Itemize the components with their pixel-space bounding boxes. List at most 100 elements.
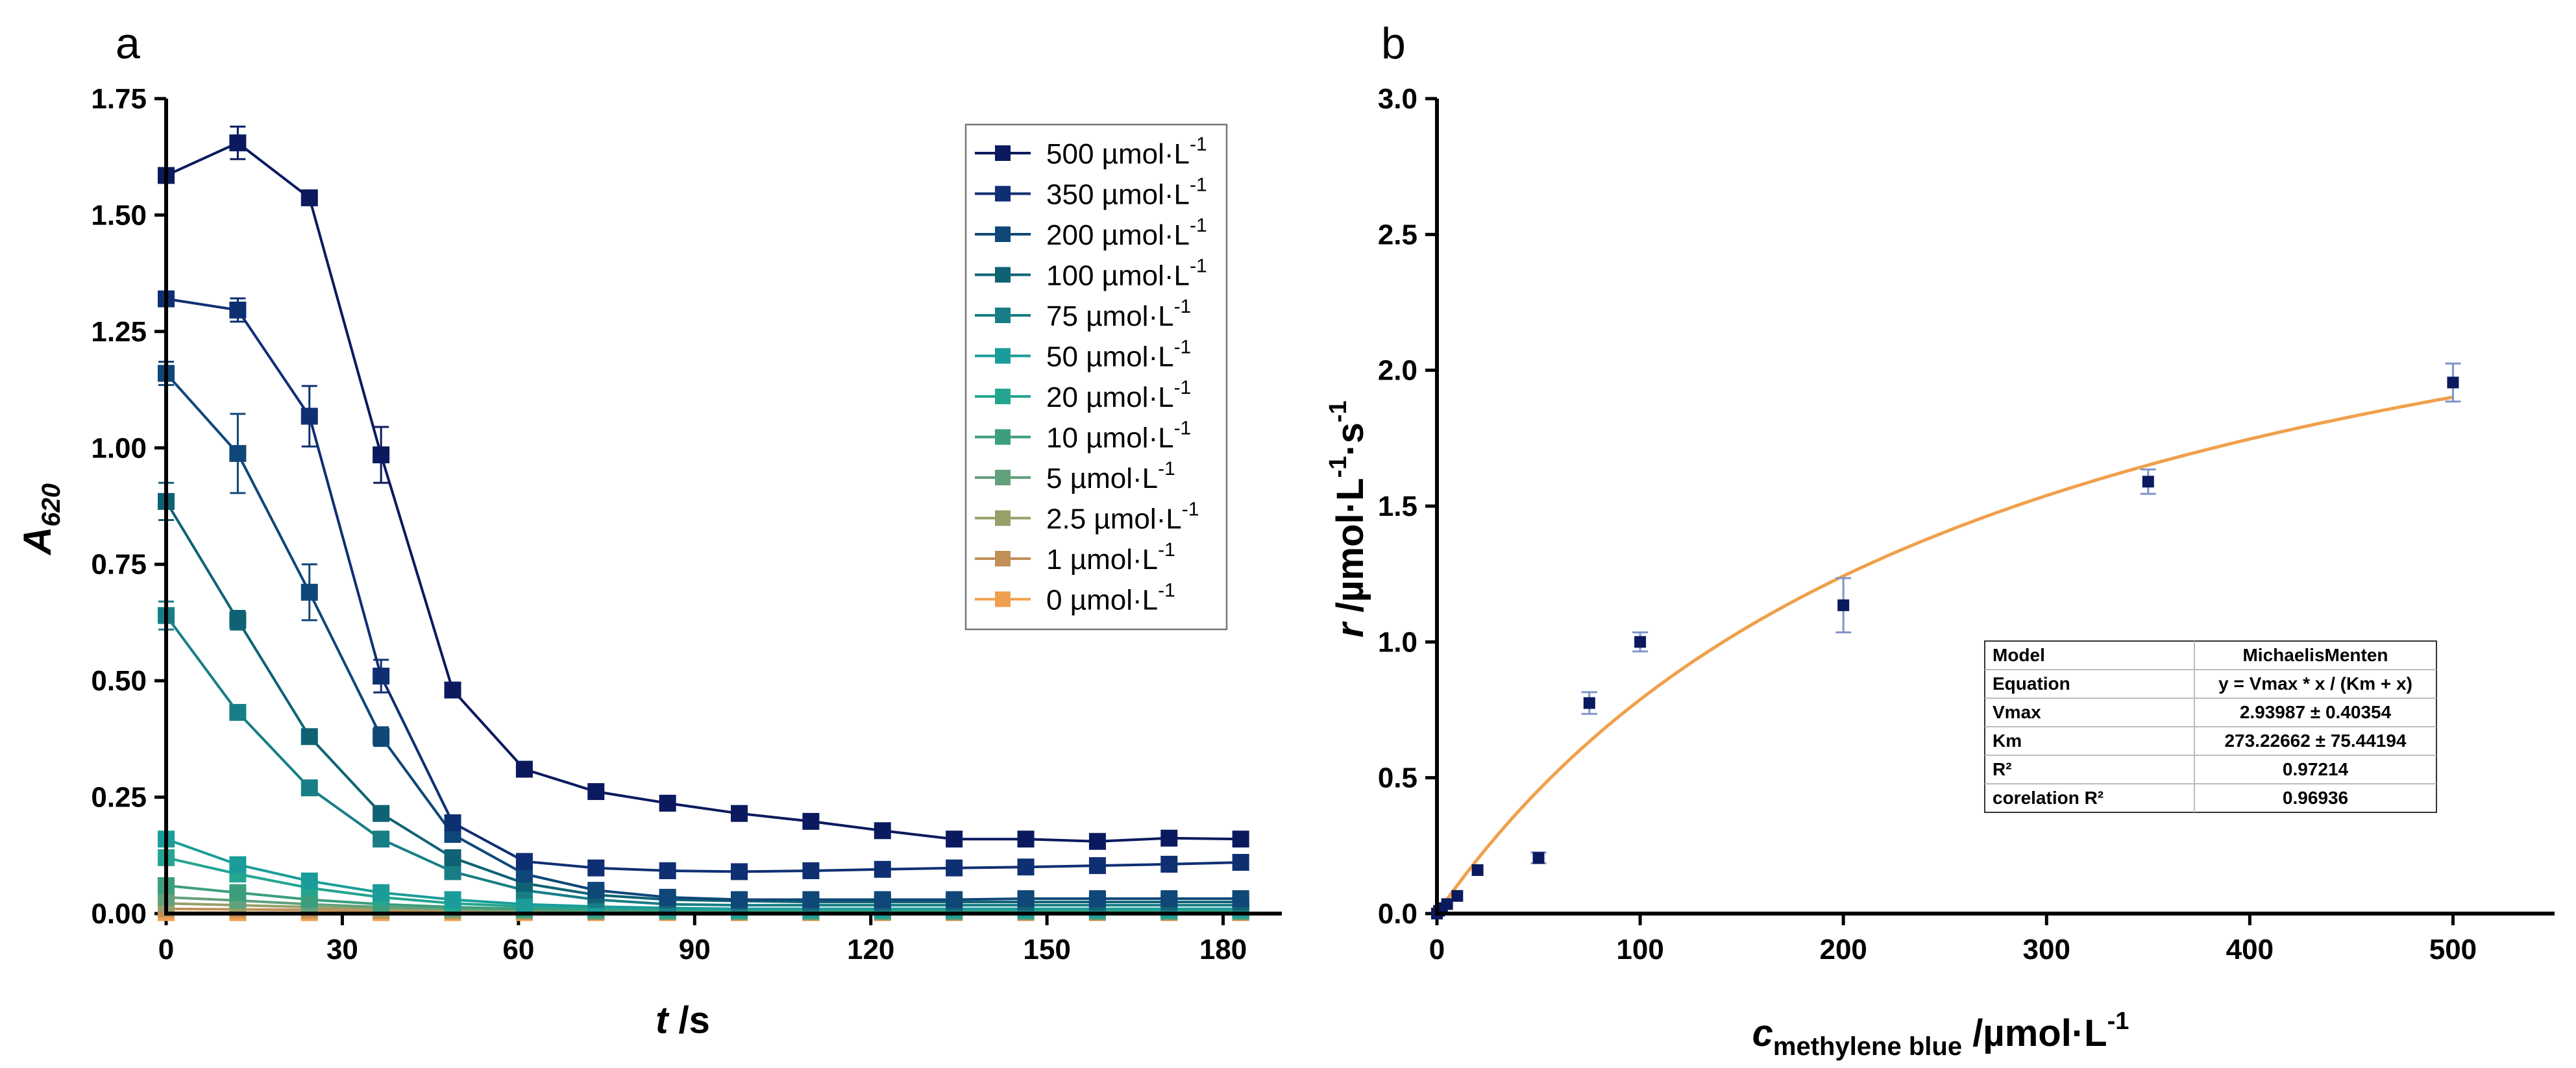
data-point (1088, 832, 1106, 850)
series-200 (158, 361, 1249, 908)
legend-entry: 100 µmol·L-1 (975, 256, 1207, 292)
panel-a-x-label: t /s (656, 999, 710, 1041)
a-x-tick-label: 60 (502, 934, 534, 965)
data-point (1471, 864, 1484, 877)
b-y-tick-label: 2.0 (1378, 355, 1417, 387)
legend-entry: 2.5 µmol·L-1 (975, 499, 1199, 535)
panel-b-points (1431, 362, 2461, 919)
data-point (587, 859, 605, 877)
data-point (1160, 829, 1178, 847)
table-cell-value: 0.96936 (2283, 788, 2348, 808)
data-point (301, 728, 318, 746)
data-point (1017, 831, 1035, 848)
legend-entry: 200 µmol·L-1 (975, 215, 1207, 251)
data-point (373, 728, 390, 746)
legend-value: 75 (1046, 300, 1078, 332)
legend-marker (995, 389, 1011, 404)
legend-superscript: -1 (1190, 215, 1207, 236)
data-point (373, 446, 390, 464)
table-cell-key: Model (1993, 645, 2045, 665)
legend-unit (1086, 504, 1094, 535)
legend-marker (995, 551, 1011, 566)
data-point (444, 814, 461, 832)
a-y-tick-label: 0.75 (91, 549, 147, 581)
data-point (373, 831, 390, 848)
legend-marker (995, 510, 1011, 526)
table-cell-value: MichaelisMenten (2242, 645, 2388, 665)
legend-superscript: -1 (1190, 134, 1207, 155)
legend-value: 100 (1046, 260, 1094, 292)
legend-entry: 1 µmol·L-1 (975, 539, 1175, 576)
legend-label: 1 µmol·L-1 (1046, 539, 1175, 576)
legend-unit-text: µmol·L (1070, 463, 1158, 494)
b-x-tick-label: 300 (2023, 934, 2070, 965)
legend-superscript: -1 (1158, 539, 1175, 561)
data-point (2142, 476, 2154, 488)
legend-value: 2.5 (1046, 504, 1086, 535)
data-point (1160, 890, 1178, 908)
data-point (229, 444, 247, 462)
panel-a-chart: 0 30 60 90 120 150 1800.000.250.500.751.001.25… (16, 83, 1282, 1041)
legend-label: 10 µmol·L-1 (1046, 418, 1191, 454)
legend-superscript: -1 (1158, 580, 1175, 601)
a-x-tick-label: 0 (158, 934, 174, 965)
data-point (731, 891, 748, 908)
legend-entry: 500 µmol·L-1 (975, 134, 1207, 170)
legend-superscript: -1 (1174, 337, 1192, 358)
legend-label: 75 µmol·L-1 (1046, 296, 1191, 332)
legend-unit (1062, 585, 1070, 616)
b-y-tick-label: 1.0 (1378, 626, 1417, 658)
legend-unit-text: µmol·L (1102, 219, 1190, 251)
legend-marker (995, 591, 1011, 607)
legend-value: 10 (1046, 422, 1078, 454)
legend-entry: 10 µmol·L-1 (975, 418, 1191, 454)
b-x-tick-label: 0 (1429, 934, 1445, 965)
legend-marker (995, 267, 1011, 283)
legend-entry: 350 µmol·L-1 (975, 175, 1207, 211)
panel-b-y-label: r /µmol·L-1·s-1 (1325, 400, 1371, 637)
data-point (229, 884, 247, 901)
legend-unit-text: µmol·L (1094, 504, 1181, 535)
legend-superscript: -1 (1190, 175, 1207, 196)
data-point (301, 779, 318, 797)
series-line (166, 297, 1241, 873)
series-line (166, 141, 1241, 843)
data-point (587, 783, 605, 800)
b-x-tick-label: 200 (1819, 934, 1867, 965)
data-point (874, 822, 891, 840)
legend-unit-text: µmol·L (1070, 585, 1158, 616)
legend-value: 5 (1046, 463, 1062, 494)
data-point (946, 891, 963, 908)
data-point (1017, 858, 1035, 876)
legend-value: 200 (1046, 219, 1094, 251)
legend-label: 20 µmol·L-1 (1046, 377, 1191, 413)
panel-b-ticks: 0 100 200 300 400 500 0.0 0.5 1.0 1.5 2.0 2.5 3.0 (1378, 83, 2477, 965)
data-point (2447, 376, 2459, 389)
data-point (802, 891, 820, 908)
legend-entry: 50 µmol·L-1 (975, 337, 1191, 373)
panel-a-label: a (116, 19, 140, 68)
data-point (1232, 854, 1249, 871)
series-line (165, 372, 1241, 901)
data-point (1441, 898, 1453, 910)
legend-superscript: -1 (1174, 418, 1192, 439)
legend-unit (1094, 138, 1101, 170)
data-point (1088, 857, 1106, 875)
legend-unit-text: µmol·L (1086, 341, 1173, 373)
panel-b-x-label: cmethylene blue /µmol·L-1 (1752, 1008, 2129, 1061)
legend-value: 0 (1046, 585, 1062, 616)
table-cell-value: y = Vmax * x / (Km + x) (2218, 674, 2412, 694)
panel-b-chart: 0 100 200 300 400 500 0.0 0.5 1.0 1.5 2.0 2.5 3.0 cm… (1325, 83, 2555, 1061)
data-point (731, 863, 748, 880)
legend-label: 350 µmol·L-1 (1046, 175, 1207, 211)
table-cell-value: 273.22662 ± 75.44194 (2224, 731, 2406, 751)
b-x-tick-label: 500 (2429, 934, 2477, 965)
legend-unit (1078, 341, 1086, 373)
a-y-tick-label: 0.00 (91, 898, 147, 930)
legend-superscript: -1 (1174, 296, 1192, 317)
data-point (1451, 890, 1464, 902)
data-point (444, 891, 461, 908)
data-point (659, 794, 676, 812)
table-cell-key: Equation (1993, 674, 2070, 694)
